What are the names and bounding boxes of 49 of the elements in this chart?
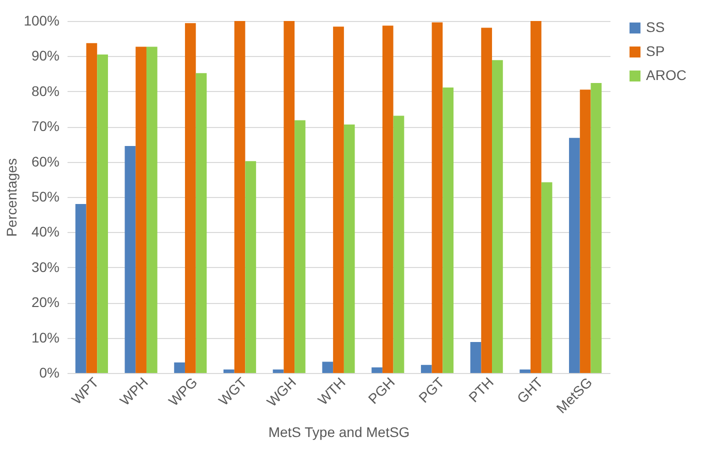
y-tick-label: 30% [31, 258, 60, 275]
y-tick-label: 50% [31, 188, 60, 204]
bar [184, 23, 196, 373]
bar [344, 124, 355, 373]
y-tick-label: 10% [31, 329, 60, 346]
bar [75, 204, 86, 373]
bar [333, 26, 344, 373]
bar [432, 22, 443, 373]
bar [442, 88, 454, 373]
bar [196, 73, 207, 373]
bar [470, 342, 482, 373]
bar [590, 82, 602, 373]
y-tick-label: 40% [31, 224, 60, 240]
bar [420, 364, 432, 373]
legend-label: SP [646, 43, 665, 59]
bar [272, 369, 284, 373]
y-tick-label: 100% [24, 12, 60, 28]
y-axis-title: Percentages [4, 158, 20, 237]
y-tick-label: 60% [31, 153, 60, 170]
bar [284, 21, 295, 373]
bar [124, 146, 136, 373]
legend-label: AROC [646, 67, 686, 83]
bar [174, 362, 185, 373]
bar [569, 138, 580, 373]
y-tick-label: 80% [31, 82, 60, 99]
y-tick-label: 70% [31, 118, 60, 134]
y-tick-label: 20% [31, 294, 60, 310]
legend-label: SS [646, 19, 665, 35]
bar [520, 369, 531, 373]
bar [492, 60, 503, 373]
bar [97, 54, 108, 373]
bar [294, 120, 306, 373]
bar [382, 26, 394, 373]
bar [530, 21, 542, 373]
bar [245, 161, 256, 373]
y-tick-label: 90% [31, 48, 60, 64]
bar [580, 90, 591, 373]
y-tick-label: 0% [39, 364, 60, 380]
bar [322, 362, 334, 373]
bar [136, 46, 146, 373]
bar [541, 182, 552, 373]
bar [86, 43, 98, 373]
x-axis-title: MetS Type and MetSG [268, 424, 410, 440]
bar [481, 28, 492, 373]
bar [234, 21, 246, 373]
bar [223, 369, 234, 373]
bar [393, 116, 404, 373]
bar [146, 46, 158, 373]
bar [372, 367, 382, 373]
